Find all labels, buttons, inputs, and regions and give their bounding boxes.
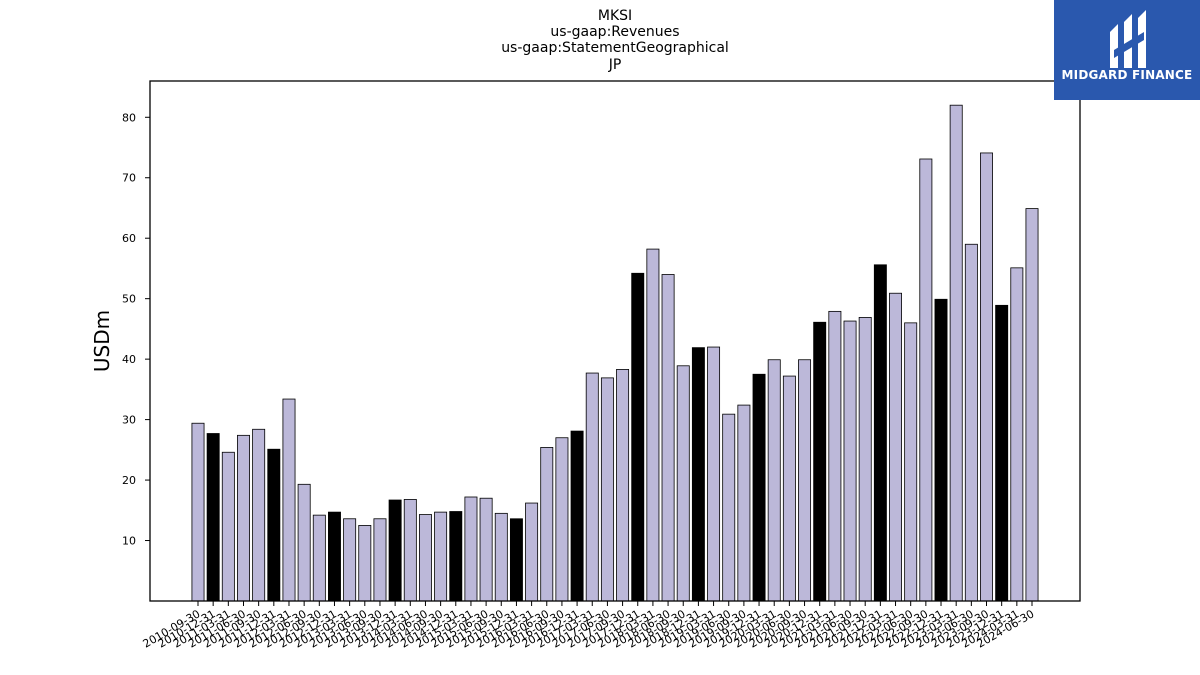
bar-2015-09-30	[494, 512, 508, 602]
bar-2022-09-30	[919, 158, 933, 602]
bar-2014-03-31	[403, 499, 417, 602]
bar-2018-12-31	[691, 347, 705, 602]
bar-2015-03-31	[464, 496, 478, 602]
bar-2016-06-30	[540, 447, 554, 602]
bar-2014-12-31	[449, 511, 463, 602]
bar-2013-03-31	[343, 518, 357, 602]
bar-2015-06-30	[479, 497, 493, 602]
bar-2013-06-30	[358, 525, 372, 602]
bar-2018-03-31	[646, 248, 660, 602]
bar-2017-12-31	[631, 272, 645, 602]
bar-2023-03-31	[949, 104, 963, 602]
y-tick-label: 80	[122, 111, 136, 124]
bar-2015-12-31	[509, 518, 523, 602]
bar-2018-06-30	[661, 274, 675, 602]
y-tick-label: 70	[122, 172, 136, 185]
bar-2021-09-30	[858, 317, 872, 602]
y-tick-label: 40	[122, 353, 136, 366]
bar-2019-06-30	[722, 413, 736, 602]
plot-frame	[149, 80, 1081, 602]
logo-text: MIDGARD FINANCE	[1061, 68, 1193, 82]
bar-2023-06-30	[964, 243, 978, 602]
bar-2011-09-30	[252, 428, 266, 602]
y-tick-label: 60	[122, 232, 136, 245]
chart-title-line-2: us-gaap:Revenues	[550, 24, 679, 40]
bar-2020-12-31	[813, 321, 827, 602]
bar-2021-03-31	[828, 310, 842, 602]
chart-title-line-4: JP	[608, 57, 622, 73]
bar-2016-03-31	[525, 502, 539, 602]
bar-series	[191, 104, 1039, 602]
bar-2014-06-30	[418, 514, 432, 602]
bar-2018-09-30	[676, 365, 690, 602]
bar-2011-12-31	[267, 448, 281, 602]
bar-2012-12-31	[328, 511, 341, 602]
chart-title: MKSI us-gaap:Revenues us-gaap:StatementG…	[501, 8, 729, 73]
bar-2011-03-31	[221, 451, 235, 602]
bar-2011-06-30	[237, 434, 250, 602]
bar-2014-09-30	[434, 511, 448, 602]
bar-2024-03-31	[1010, 267, 1024, 602]
bar-2022-06-30	[904, 322, 918, 602]
bar-2019-12-31	[752, 373, 766, 602]
y-tick-label: 10	[122, 535, 136, 548]
y-tick-label: 50	[122, 293, 136, 306]
y-axis-label: USDm	[90, 310, 114, 372]
bar-2012-03-31	[282, 398, 296, 602]
bar-2017-06-30	[600, 377, 614, 602]
bar-2019-09-30	[737, 404, 751, 602]
chart-title-line-1: MKSI	[598, 8, 632, 24]
bar-2016-12-31	[570, 430, 584, 602]
bar-2012-09-30	[312, 514, 326, 602]
bar-2020-06-30	[782, 375, 796, 602]
midgard-finance-logo: MIDGARD FINANCE	[1054, 0, 1200, 100]
bar-2019-03-31	[707, 346, 721, 602]
y-tick-label: 20	[122, 474, 136, 487]
bar-2021-06-30	[843, 320, 857, 602]
bar-2020-03-31	[767, 359, 781, 602]
y-axis: 10 20 30 40 50 60 70 80	[122, 111, 150, 548]
bar-2012-06-30	[297, 483, 311, 602]
bar-2013-09-30	[373, 518, 387, 602]
bar-2013-12-31	[388, 499, 402, 602]
bar-2017-03-31	[585, 372, 599, 602]
bar-2010-09-30	[191, 422, 205, 602]
logo-mark-icon	[1110, 10, 1146, 68]
chart-title-line-3: us-gaap:StatementGeographical	[501, 40, 729, 56]
x-axis: 2010-09-302010-12-312011-03-312011-06-30…	[141, 601, 1037, 651]
y-tick-label: 30	[122, 414, 136, 427]
bar-2023-09-30	[980, 152, 993, 602]
bar-2022-03-31	[889, 292, 902, 602]
bar-2021-12-31	[873, 264, 887, 602]
bar-2016-09-30	[555, 437, 569, 602]
bar-2024-06-30	[1025, 208, 1039, 602]
bar-2017-09-30	[616, 369, 630, 602]
bar-2022-12-31	[934, 298, 948, 602]
bar-2023-12-31	[995, 304, 1009, 602]
bar-2020-09-30	[798, 359, 812, 602]
bar-2010-12-31	[206, 433, 220, 602]
